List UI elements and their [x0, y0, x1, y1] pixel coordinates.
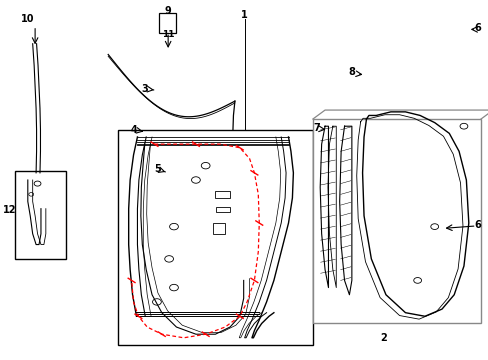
Bar [312, 119, 480, 323]
Bar [15, 171, 66, 259]
Text: 6: 6 [473, 220, 480, 230]
Bar [213, 223, 224, 234]
Text: 11: 11 [162, 30, 174, 39]
Text: 6: 6 [473, 23, 480, 33]
Bar [215, 192, 229, 198]
Text: 3: 3 [142, 84, 148, 94]
Text: 1: 1 [241, 10, 247, 20]
Text: 4: 4 [130, 125, 137, 135]
Bar [118, 130, 312, 345]
Text: 8: 8 [348, 67, 355, 77]
Text: 2: 2 [379, 333, 386, 343]
Text: 10: 10 [21, 14, 35, 24]
Text: 12: 12 [2, 206, 16, 216]
Text: 7: 7 [312, 123, 319, 133]
Text: 9: 9 [164, 6, 171, 17]
Bar [216, 207, 229, 212]
Text: 5: 5 [154, 164, 161, 174]
Bar [159, 13, 176, 33]
